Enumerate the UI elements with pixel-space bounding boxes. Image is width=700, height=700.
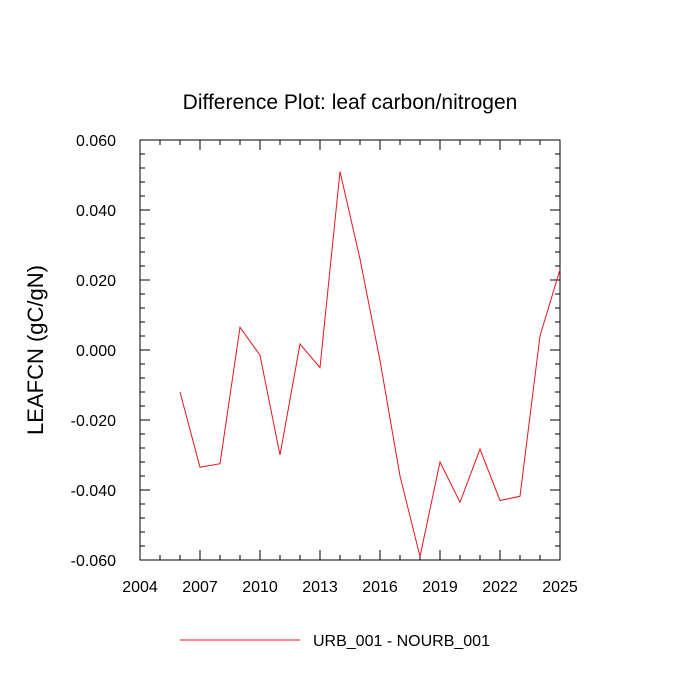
x-tick-label: 2007 — [182, 579, 218, 596]
plot-frame — [139, 139, 561, 561]
x-tick-label: 2019 — [422, 579, 458, 596]
y-tick-label: 0.060 — [76, 133, 116, 150]
y-tick-label: -0.040 — [71, 483, 116, 500]
series-line — [179, 171, 561, 557]
series-layer — [179, 171, 561, 557]
legend: URB_001 - NOURB_001 — [180, 633, 490, 650]
tick-labels-layer: 2004 2007 2010 2013 2016 2019 2022 2025 -0.060 -0… — [71, 133, 578, 596]
y-axis-label: LEAFCN (gC/gN) — [23, 265, 48, 435]
legend-label: URB_001 - NOURB_001 — [313, 633, 490, 650]
x-tick-label: 2004 — [122, 579, 158, 596]
y-tick-label: -0.020 — [71, 413, 116, 430]
ticks-layer — [139, 139, 561, 561]
y-tick-label: 0.040 — [76, 203, 116, 220]
y-tick-label: 0.000 — [76, 343, 116, 360]
y-tick-label: 0.020 — [76, 273, 116, 290]
chart-title: Difference Plot: leaf carbon/nitrogen — [183, 91, 518, 114]
x-tick-label: 2022 — [482, 579, 518, 596]
x-tick-label: 2016 — [362, 579, 398, 596]
x-tick-label: 2025 — [542, 579, 578, 596]
x-tick-label: 2013 — [302, 579, 338, 596]
x-tick-label: 2010 — [242, 579, 278, 596]
y-tick-label: -0.060 — [71, 553, 116, 570]
